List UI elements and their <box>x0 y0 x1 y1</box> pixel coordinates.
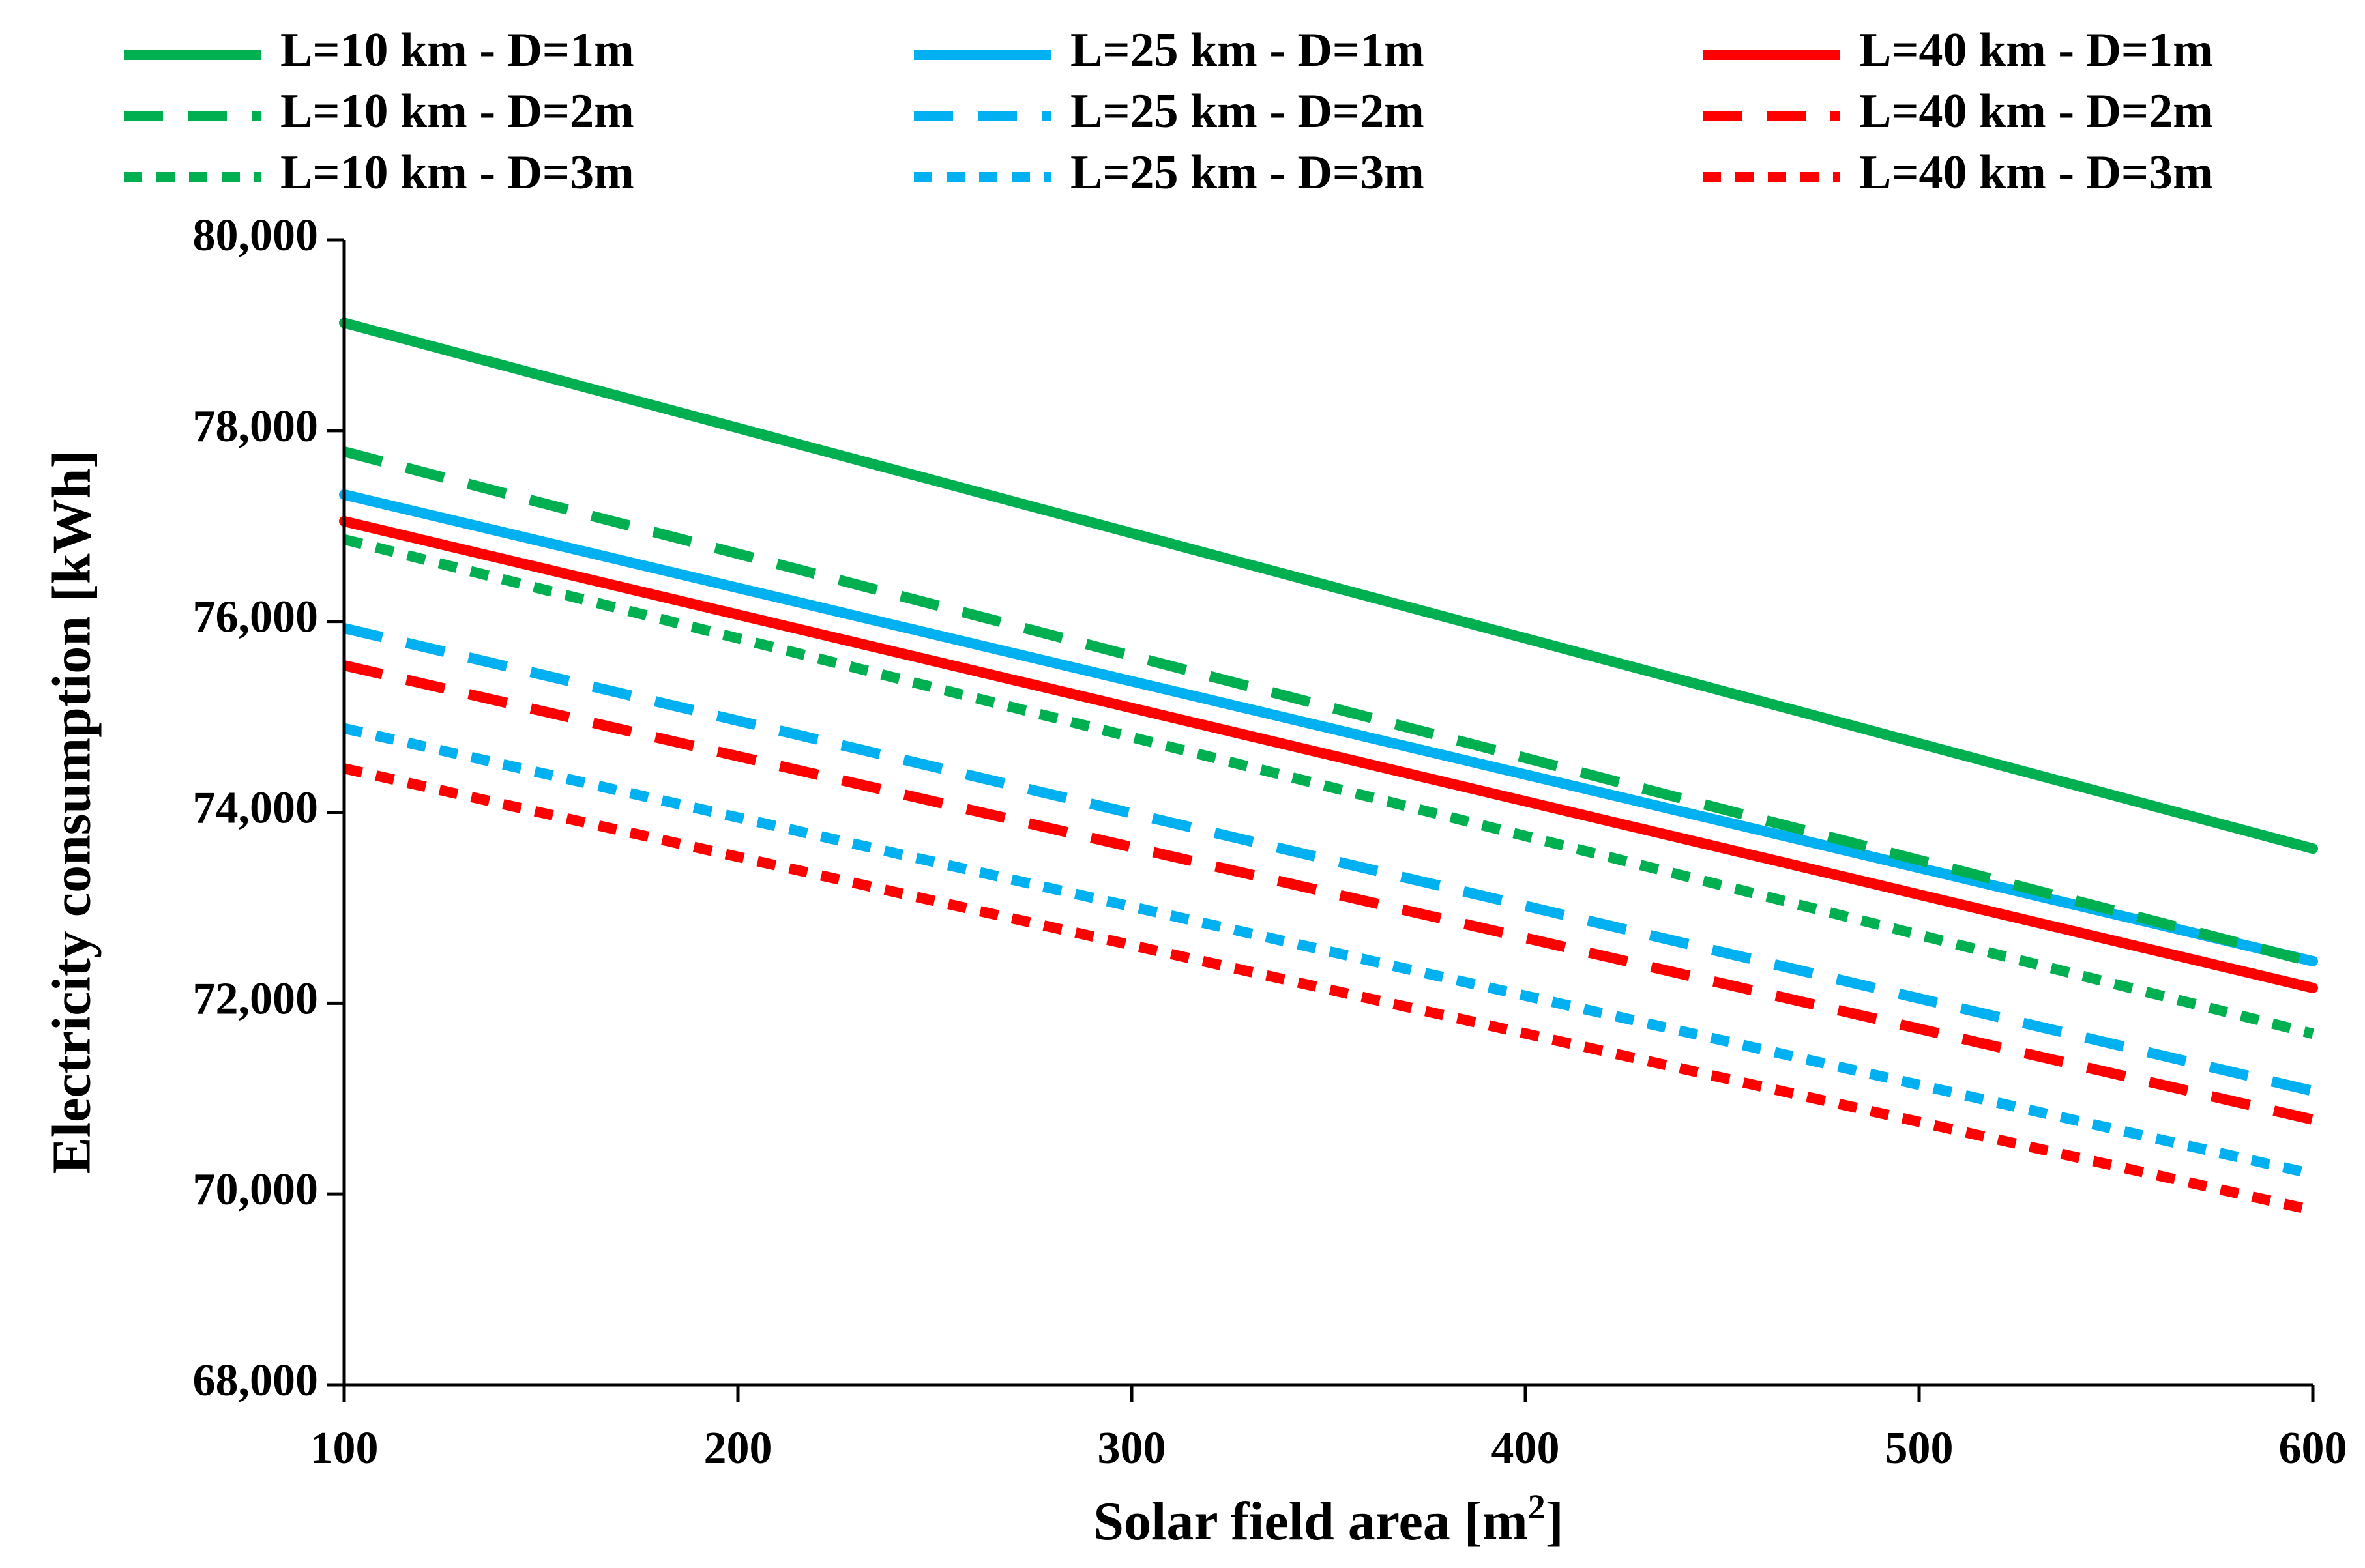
legend-item-l-25-km-d-1m: L=25 km - D=1m <box>914 23 1424 77</box>
x-tick-label: 400 <box>1491 1423 1560 1474</box>
axes <box>342 240 2313 1387</box>
series-line-l-10-km-d-2m <box>342 446 2315 968</box>
y-axis-title: Electricity consumption [kWh] <box>41 450 102 1174</box>
legend-item-l-25-km-d-3m: L=25 km - D=3m <box>914 146 1424 199</box>
legend-item-l-40-km-d-3m: L=40 km - D=3m <box>1703 146 2213 199</box>
series-line-l-40-km-d-3m <box>343 763 2314 1215</box>
y-tick-label: 76,000 <box>193 592 319 643</box>
x-axis-title-end: ] <box>1546 1491 1564 1552</box>
y-tick-label: 68,000 <box>193 1356 319 1406</box>
legend-label: L=10 km - D=3m <box>280 146 634 199</box>
legend-label: L=25 km - D=1m <box>1070 23 1424 77</box>
legend-label: L=40 km - D=2m <box>1859 85 2213 138</box>
legend-label: L=25 km - D=2m <box>1070 85 1424 138</box>
legend-item-l-40-km-d-2m: L=40 km - D=2m <box>1703 85 2213 138</box>
x-ticks: 100 200 300 400 500 600 <box>310 1385 2347 1474</box>
legend-item-l-10-km-d-1m: L=10 km - D=1m <box>124 23 634 77</box>
legend-label: L=40 km - D=1m <box>1859 23 2213 77</box>
legend-label: L=10 km - D=1m <box>280 23 634 77</box>
x-tick-label: 200 <box>704 1423 772 1474</box>
legend-item-l-10-km-d-3m: L=10 km - D=3m <box>124 146 634 199</box>
y-tick-label: 78,000 <box>193 401 319 452</box>
x-tick-label: 600 <box>2279 1423 2347 1474</box>
series-line-l-10-km-d-1m <box>339 317 2318 854</box>
series-line-l-25-km-d-2m <box>343 623 2314 1096</box>
x-axis-title-main: Solar field area [m <box>1093 1491 1527 1552</box>
legend-label: L=10 km - D=2m <box>280 85 634 138</box>
series-line-l-40-km-d-2m <box>343 660 2314 1125</box>
series-line-l-10-km-d-3m <box>343 534 2314 1039</box>
y-tick-label: 80,000 <box>193 211 319 261</box>
x-axis-title-superscript: 2 <box>1528 1487 1546 1526</box>
x-axis-title: Solar field area [m2] <box>1093 1487 1563 1552</box>
x-tick-label: 300 <box>1098 1423 1166 1474</box>
y-ticks: 68,000 70,000 72,000 74,000 76,000 78,000 80,0… <box>193 211 344 1406</box>
series-line-l-40-km-d-1m <box>339 515 2318 993</box>
legend: L=10 km - D=1m L=25 km - D=1m L=40 km - D=… <box>124 23 2213 199</box>
series-line-l-25-km-d-3m <box>343 723 2314 1180</box>
legend-item-l-25-km-d-2m: L=25 km - D=2m <box>914 85 1424 138</box>
y-tick-label: 74,000 <box>193 783 319 834</box>
x-tick-label: 100 <box>310 1423 379 1474</box>
series-layer <box>339 317 2318 1215</box>
x-tick-label: 500 <box>1885 1423 1954 1474</box>
legend-item-l-40-km-d-1m: L=40 km - D=1m <box>1703 23 2213 77</box>
series-line-l-25-km-d-1m <box>339 489 2318 966</box>
y-tick-label: 72,000 <box>193 974 319 1024</box>
legend-item-l-10-km-d-2m: L=10 km - D=2m <box>124 85 634 138</box>
legend-label: L=40 km - D=3m <box>1859 146 2213 199</box>
legend-label: L=25 km - D=3m <box>1070 146 1424 199</box>
y-tick-label: 70,000 <box>193 1165 319 1215</box>
